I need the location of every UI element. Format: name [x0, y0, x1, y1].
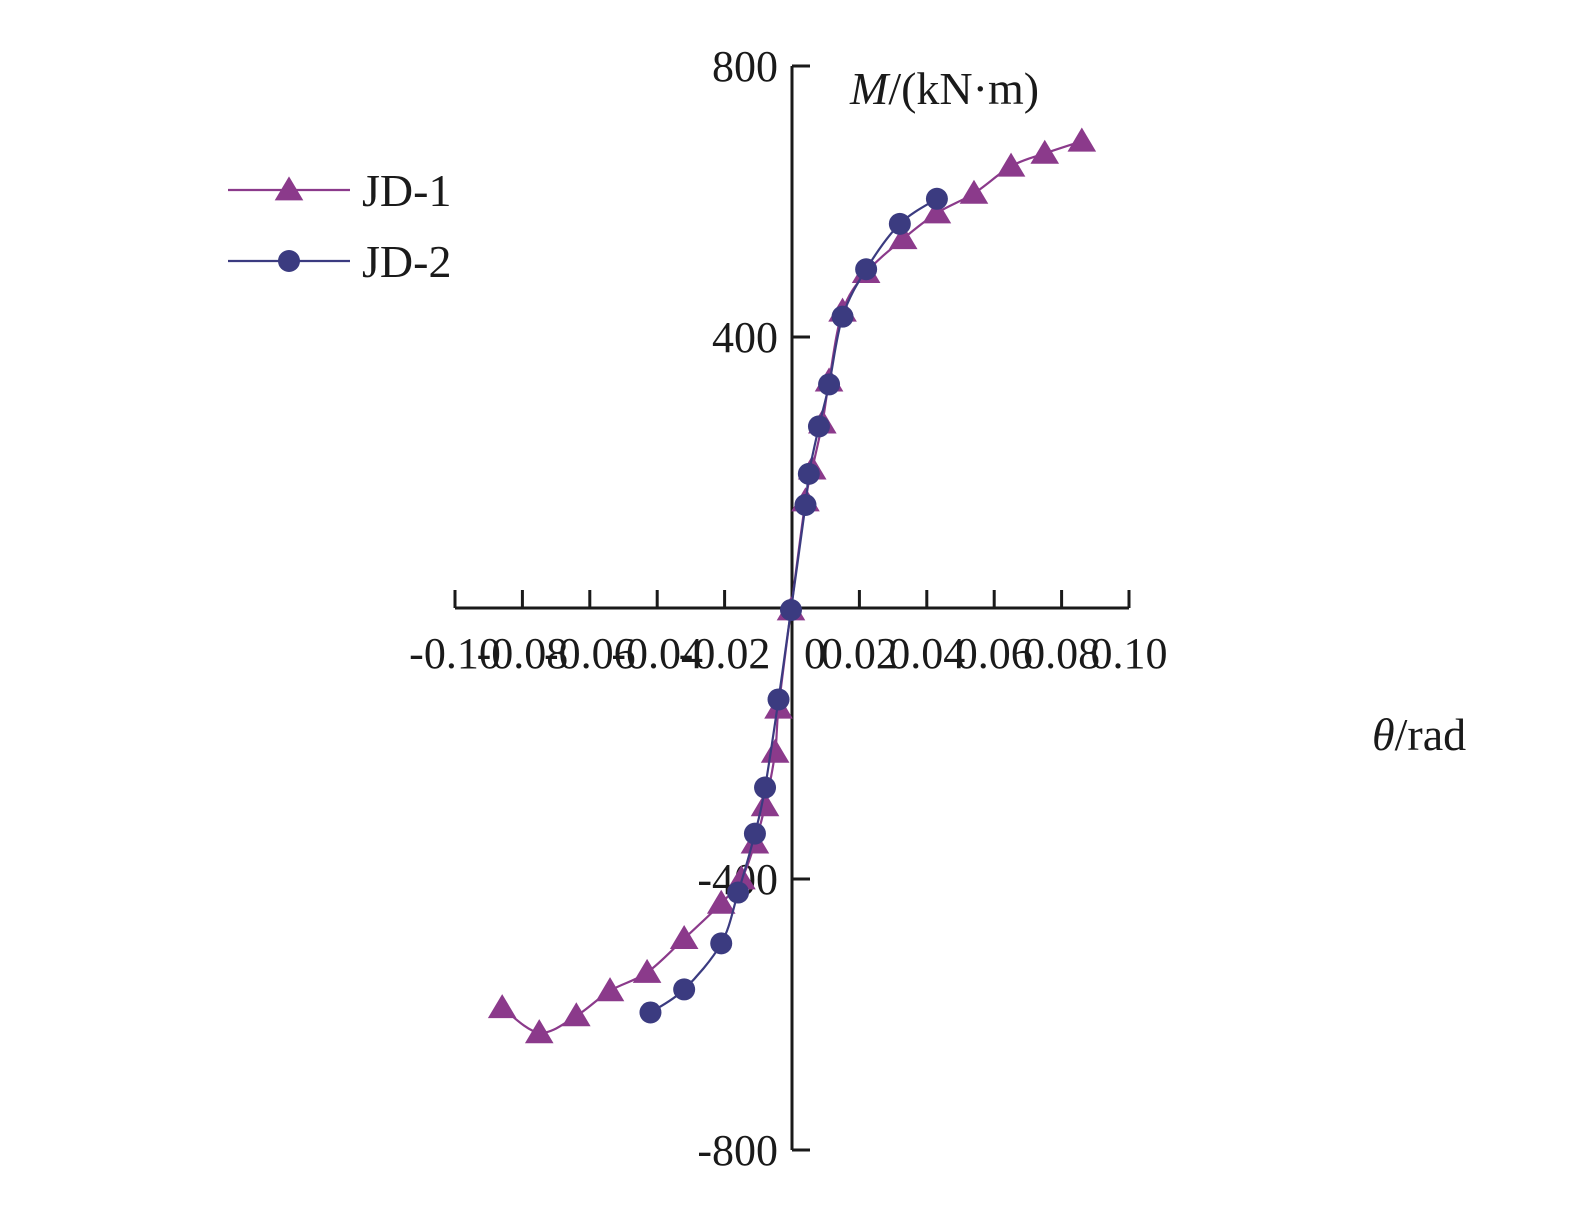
legend: JD-1 JD-2 — [228, 165, 451, 287]
y-axis-unit: /(kN·m) — [888, 63, 1039, 114]
data-point — [750, 792, 780, 817]
data-point — [807, 415, 830, 438]
data-point — [797, 462, 820, 485]
x-tick-label: 0.04 — [888, 629, 965, 678]
data-point — [669, 924, 699, 950]
data-point — [818, 373, 841, 396]
y-tick-label: 800 — [712, 42, 778, 91]
y-tick-label: 400 — [712, 313, 778, 362]
data-point — [673, 978, 696, 1001]
x-tick-label: 0.02 — [821, 629, 898, 678]
data-point — [925, 187, 948, 210]
x-axis-symbol: θ — [1372, 709, 1395, 760]
data-point — [639, 1001, 662, 1024]
x-tick-label: 0.08 — [1023, 629, 1100, 678]
legend-marker — [278, 250, 300, 272]
plot-axes: -0.10-0.08-0.06-0.04-0.02 00.020.040.060.… — [409, 42, 1167, 1175]
x-axis-unit: /rad — [1395, 709, 1467, 760]
data-point — [1067, 127, 1097, 152]
legend-label: JD-1 — [362, 165, 451, 216]
data-point — [996, 152, 1026, 177]
data-point — [524, 1019, 554, 1044]
data-point — [487, 994, 517, 1019]
data-point — [727, 881, 750, 904]
data-point — [767, 688, 790, 711]
x-tick-label: 0 — [804, 629, 826, 678]
legend-label: JD-2 — [362, 236, 451, 287]
x-ticks: -0.10-0.08-0.06-0.04-0.02 00.020.040.060.… — [409, 590, 1168, 678]
data-point — [706, 889, 736, 914]
x-tick-label: -0.06 — [544, 629, 636, 678]
data-point — [760, 738, 790, 763]
data-point — [855, 258, 878, 281]
data-point — [562, 1002, 591, 1027]
data-point — [632, 958, 662, 983]
series-line — [649, 197, 938, 1014]
data-point — [779, 599, 802, 622]
y-tick-label: -800 — [697, 1126, 778, 1175]
data-point — [794, 494, 817, 517]
data-point — [888, 225, 918, 250]
data-point — [743, 822, 766, 845]
x-tick-label: -0.02 — [679, 629, 771, 678]
data-point — [959, 179, 989, 204]
x-tick-label: -0.10 — [409, 629, 501, 678]
x-tick-label: 0.06 — [956, 629, 1033, 678]
series-layer — [487, 127, 1097, 1044]
series-JD-2 — [639, 187, 948, 1024]
data-point — [1030, 139, 1060, 164]
data-point — [754, 776, 777, 799]
y-axis-title: M/(kN·m) — [849, 63, 1039, 114]
legend-item: JD-2 — [228, 236, 451, 287]
data-point — [888, 212, 911, 235]
data-point — [831, 305, 854, 328]
legend-marker — [274, 176, 304, 201]
x-tick-label: -0.08 — [477, 629, 569, 678]
y-axis-symbol: M — [849, 63, 891, 114]
x-tick-label: 0.10 — [1091, 629, 1168, 678]
data-point — [710, 932, 733, 955]
data-point — [595, 977, 625, 1002]
x-axis-title: θ/rad — [1372, 709, 1466, 760]
y-ticks: -800-400400800 — [697, 42, 810, 1175]
data-point — [922, 199, 952, 224]
x-tick-label: -0.04 — [611, 629, 703, 678]
legend-item: JD-1 — [228, 165, 451, 216]
